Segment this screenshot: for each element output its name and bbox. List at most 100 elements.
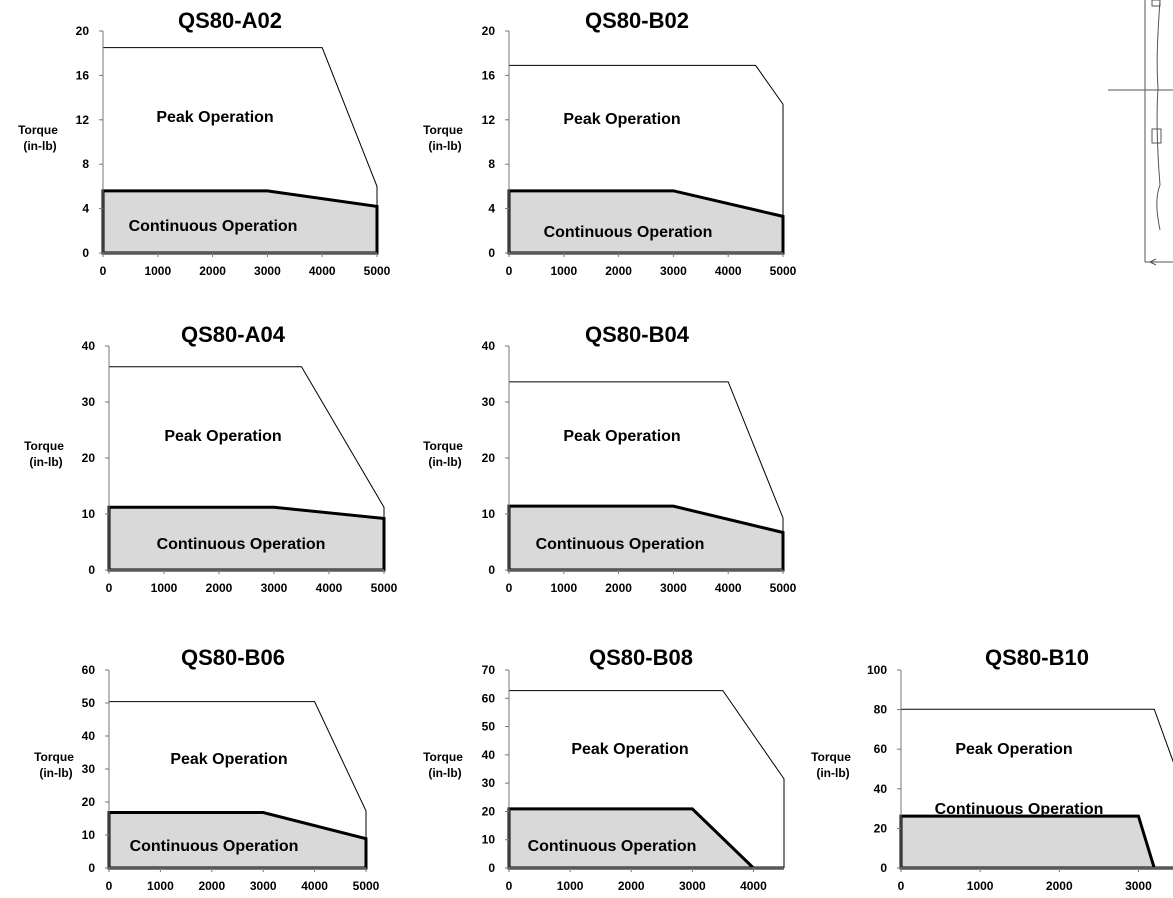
y-tick-label: 16 <box>482 68 496 82</box>
chart-qs80-a02: QS80-A02 0 4 8 12 16 20 0 1000 2000 3000 4000 5000 To… <box>18 8 391 278</box>
y-tick-label: 10 <box>82 828 96 842</box>
peak-operation-label: Peak Operation <box>955 741 1072 758</box>
y-axis-label: Torque <box>423 750 463 764</box>
peak-operation-label: Peak Operation <box>156 109 273 126</box>
y-axis-label: (in-lb) <box>39 766 72 780</box>
x-tick-label: 4000 <box>301 879 328 893</box>
y-tick-label: 60 <box>482 691 496 705</box>
y-tick-label: 20 <box>874 821 888 835</box>
y-tick-label: 10 <box>482 507 496 521</box>
x-tick-label: 2000 <box>618 879 645 893</box>
y-axis-label: (in-lb) <box>23 139 56 153</box>
x-tick-label: 3000 <box>261 581 288 595</box>
x-tick-label: 4000 <box>316 581 343 595</box>
y-tick-label: 30 <box>482 395 496 409</box>
x-tick-label: 1000 <box>550 264 577 278</box>
y-tick-label: 8 <box>82 157 89 171</box>
continuous-operation-label: Continuous Operation <box>130 838 299 855</box>
x-tick-label: 5000 <box>770 264 797 278</box>
x-tick-label: 1000 <box>557 879 584 893</box>
peak-operation-label: Peak Operation <box>563 428 680 445</box>
continuous-operation-area <box>507 189 785 255</box>
y-axis-label: Torque <box>423 123 463 137</box>
x-tick-label: 3000 <box>1125 879 1152 893</box>
peak-operation-label: Peak Operation <box>170 751 287 768</box>
y-axis-label: (in-lb) <box>428 455 461 469</box>
chart-title: QS80-B06 <box>181 645 285 670</box>
y-tick-label: 0 <box>88 563 95 577</box>
x-tick-label: 1000 <box>151 581 178 595</box>
x-tick-label: 0 <box>506 879 513 893</box>
x-tick-label: 3000 <box>254 264 281 278</box>
chart-qs80-b04: QS80-B04 0 10 20 30 40 0 1000 2000 3000 4000 5000 To… <box>423 322 797 595</box>
y-tick-label: 20 <box>482 451 496 465</box>
x-tick-label: 4000 <box>715 264 742 278</box>
y-tick-label: 30 <box>82 762 96 776</box>
x-tick-label: 1000 <box>967 879 994 893</box>
x-tick-label: 2000 <box>206 581 233 595</box>
x-tick-label: 2000 <box>199 264 226 278</box>
x-tick-label: 0 <box>506 581 513 595</box>
y-tick-label: 4 <box>488 202 495 216</box>
y-tick-label: 20 <box>76 24 90 38</box>
y-tick-label: 0 <box>488 246 495 260</box>
x-tick-label: 0 <box>100 264 107 278</box>
x-tick-label: 3000 <box>679 879 706 893</box>
y-axis-label: Torque <box>34 750 74 764</box>
peak-operation-label: Peak Operation <box>563 111 680 128</box>
y-tick-label: 80 <box>874 703 888 717</box>
y-tick-label: 40 <box>82 339 96 353</box>
dimension-drawing-fragment <box>1108 0 1173 266</box>
y-tick-label: 4 <box>82 202 89 216</box>
y-tick-label: 70 <box>482 663 496 677</box>
y-axis-label: Torque <box>24 439 64 453</box>
y-tick-label: 100 <box>867 663 887 677</box>
x-tick-label: 5000 <box>364 264 391 278</box>
x-tick-label: 5000 <box>770 581 797 595</box>
x-tick-label: 4000 <box>740 879 767 893</box>
y-tick-label: 0 <box>488 563 495 577</box>
y-tick-label: 30 <box>82 395 96 409</box>
peak-operation-label: Peak Operation <box>164 428 281 445</box>
y-tick-label: 10 <box>82 507 96 521</box>
y-tick-label: 20 <box>82 795 96 809</box>
x-tick-label: 0 <box>506 264 513 278</box>
y-axis-label: Torque <box>18 123 58 137</box>
chart-title: QS80-B08 <box>589 645 693 670</box>
chart-title: QS80-B02 <box>585 8 689 33</box>
y-tick-label: 0 <box>488 861 495 875</box>
y-tick-label: 50 <box>82 696 96 710</box>
continuous-operation-label: Continuous Operation <box>935 801 1104 818</box>
x-tick-label: 3000 <box>660 264 687 278</box>
y-tick-label: 8 <box>488 157 495 171</box>
y-tick-label: 40 <box>482 748 496 762</box>
y-axis-label: (in-lb) <box>428 766 461 780</box>
peak-operation-label: Peak Operation <box>571 741 688 758</box>
x-tick-label: 0 <box>106 879 113 893</box>
chart-qs80-b06: QS80-B06 0 10 20 30 40 50 60 0 1000 2000 3000 4000 50… <box>34 645 380 893</box>
y-tick-label: 40 <box>874 782 888 796</box>
y-tick-label: 20 <box>482 24 496 38</box>
x-tick-label: 0 <box>898 879 905 893</box>
y-tick-label: 20 <box>82 451 96 465</box>
x-tick-label: 1000 <box>144 264 171 278</box>
x-tick-label: 2000 <box>605 581 632 595</box>
y-tick-label: 50 <box>482 720 496 734</box>
y-axis-label: (in-lb) <box>29 455 62 469</box>
y-tick-label: 16 <box>76 68 90 82</box>
continuous-operation-label: Continuous Operation <box>544 224 713 241</box>
chart-title: QS80-A04 <box>181 322 286 347</box>
x-tick-label: 2000 <box>198 879 225 893</box>
continuous-operation-label: Continuous Operation <box>157 536 326 553</box>
y-tick-label: 60 <box>82 663 96 677</box>
y-axis-label: Torque <box>811 750 851 764</box>
chart-qs80-b08: QS80-B08 0 10 20 30 40 50 60 70 0 1000 2000 3000 4000… <box>423 645 785 893</box>
x-tick-label: 2000 <box>1046 879 1073 893</box>
continuous-operation-label: Continuous Operation <box>129 218 298 235</box>
chart-qs80-b02: QS80-B02 0 4 8 12 16 20 0 1000 2000 3000 4000 5000 To… <box>423 8 797 278</box>
x-tick-label: 4000 <box>309 264 336 278</box>
y-tick-label: 60 <box>874 742 888 756</box>
y-tick-label: 20 <box>482 804 496 818</box>
y-tick-label: 12 <box>76 113 90 127</box>
